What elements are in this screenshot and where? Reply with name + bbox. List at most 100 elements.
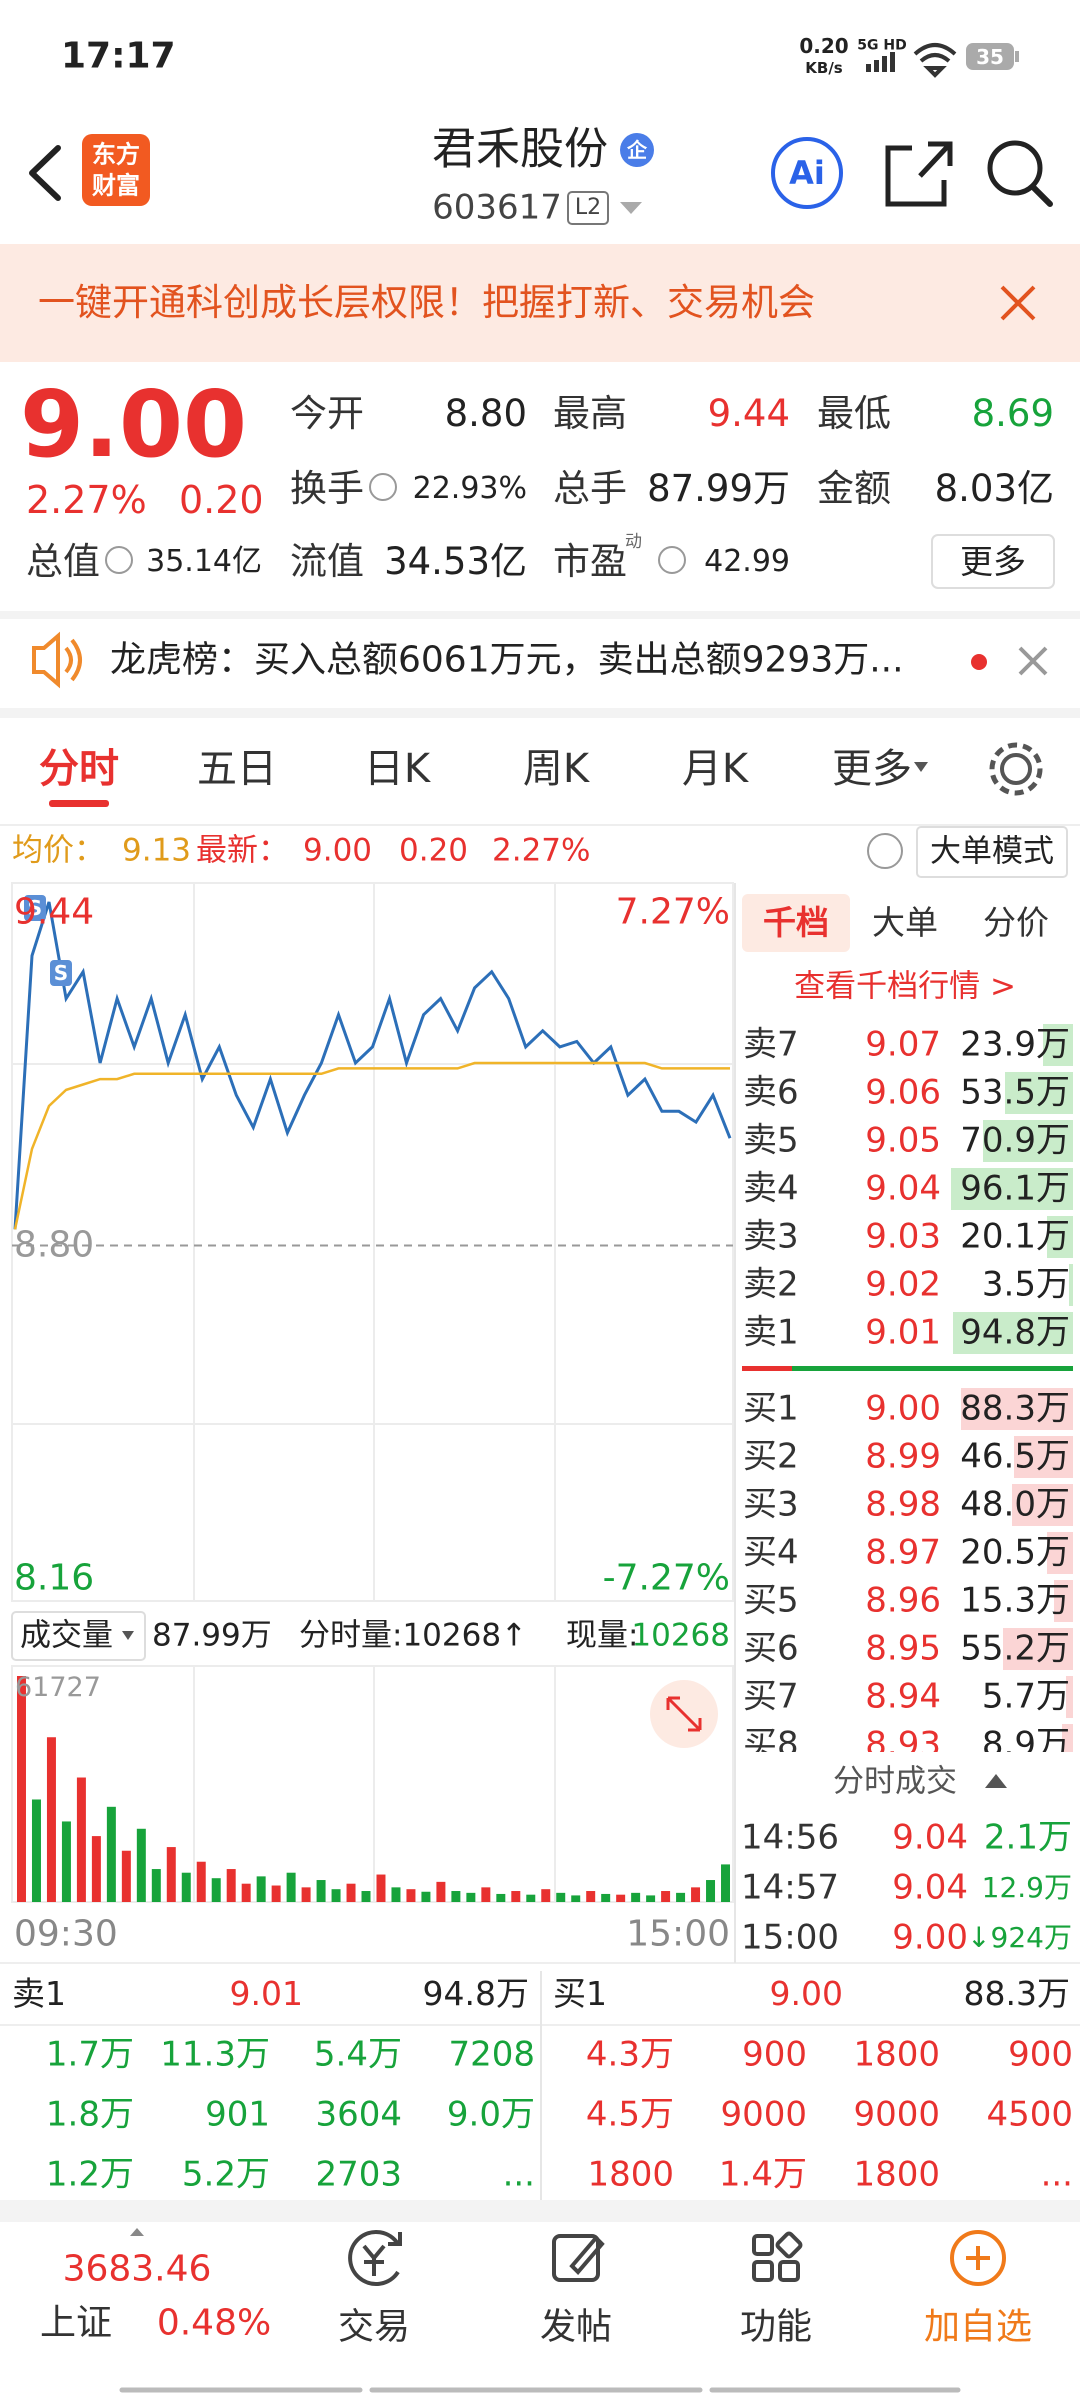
trade-volume: 2.1万 bbox=[983, 1817, 1072, 1858]
more-button[interactable] bbox=[931, 534, 1055, 589]
y-bottom-pct: -7.27% bbox=[602, 1557, 730, 1599]
net-speed: 0.20 bbox=[799, 34, 849, 58]
book-label: 卖3 bbox=[743, 1216, 799, 1257]
book-volume-bar bbox=[1012, 1484, 1073, 1526]
volume-bar bbox=[631, 1892, 641, 1902]
search-button[interactable] bbox=[987, 140, 1043, 196]
book-volume: 55.2万 bbox=[960, 1628, 1070, 1669]
book-label: 买2 bbox=[743, 1436, 799, 1477]
book-volume: 96.1万 bbox=[960, 1168, 1070, 1209]
nav-icons bbox=[348, 2230, 803, 2286]
avg-label: 均价： bbox=[12, 832, 105, 869]
field-label: 总手 bbox=[553, 466, 627, 510]
volume-bar bbox=[586, 1891, 596, 1902]
tab[interactable]: 五日 bbox=[197, 746, 277, 792]
book-tab[interactable]: 大单 bbox=[872, 903, 938, 943]
prev-close-label: 8.80 bbox=[14, 1224, 95, 1266]
current-volume-label: 现量: bbox=[566, 1617, 639, 1654]
y-max-label: 9.44 bbox=[14, 891, 95, 933]
book-price: 9.05 bbox=[865, 1120, 941, 1161]
nav-item[interactable]: 发帖 bbox=[539, 2306, 613, 2348]
signal-label: S bbox=[27, 896, 43, 920]
field-label: 换手 bbox=[290, 466, 364, 510]
tab[interactable]: 分时 bbox=[39, 746, 119, 792]
tab-underline bbox=[49, 800, 109, 807]
field-value: 22.93% bbox=[412, 471, 527, 506]
volume-bar bbox=[151, 1869, 161, 1902]
ai-button[interactable] bbox=[771, 137, 843, 209]
speaker-icon bbox=[32, 631, 82, 689]
tab[interactable]: 更多 bbox=[832, 746, 912, 792]
volume-bar bbox=[496, 1893, 506, 1902]
trades-title[interactable]: 分时成交 bbox=[833, 1763, 957, 1800]
volume-bar bbox=[16, 1676, 26, 1902]
settings-button[interactable] bbox=[989, 742, 1043, 796]
tab[interactable]: 周K bbox=[522, 746, 590, 792]
badge-bg bbox=[620, 133, 654, 167]
index-value[interactable]: 3683.46 bbox=[62, 2248, 212, 2290]
ask-queue-cell: 5.4万 bbox=[313, 2034, 402, 2075]
book-tab[interactable]: 分价 bbox=[983, 903, 1049, 943]
nav-item[interactable]: 交易 bbox=[337, 2306, 411, 2348]
dropdown-arrow[interactable] bbox=[620, 202, 642, 214]
help-icon[interactable] bbox=[867, 833, 903, 869]
share-button[interactable] bbox=[885, 141, 953, 207]
battery-tip bbox=[1015, 51, 1019, 62]
field-sup: 动 bbox=[625, 531, 642, 552]
l1-ask-volume: 94.8万 bbox=[422, 1974, 529, 2014]
status-time: 17:17 bbox=[61, 35, 176, 77]
bid-queue-cell: 4.3万 bbox=[585, 2034, 674, 2075]
bid-queue-cell: 4.5万 bbox=[585, 2094, 674, 2135]
book-price: 9.07 bbox=[865, 1024, 941, 1065]
nav-item[interactable]: 功能 bbox=[739, 2306, 813, 2348]
banner-text[interactable]: 一键开通科创成长层权限！把握打新、交易机会 bbox=[38, 280, 815, 324]
x-end-label: 15:00 bbox=[626, 1913, 730, 1955]
volume-bar bbox=[331, 1889, 341, 1902]
volume-max-label: 61727 bbox=[15, 1671, 101, 1703]
news-close[interactable] bbox=[1018, 646, 1048, 676]
ask-queue-cell: 7208 bbox=[448, 2034, 535, 2075]
volume-selector[interactable] bbox=[11, 1611, 146, 1661]
book-volume-bar bbox=[951, 1168, 1073, 1210]
more-button-label[interactable]: 更多 bbox=[960, 542, 1026, 582]
volume-bar bbox=[451, 1891, 461, 1902]
back-button[interactable] bbox=[29, 145, 61, 201]
book-volume: 48.0万 bbox=[960, 1484, 1070, 1525]
info-icons bbox=[105, 473, 686, 574]
big-order-label[interactable]: 大单模式 bbox=[930, 833, 1054, 870]
book-volume: 20.5万 bbox=[960, 1532, 1070, 1573]
trade-time: 14:56 bbox=[741, 1817, 839, 1858]
book-tab[interactable]: 千档 bbox=[763, 903, 829, 943]
book-volume-bar bbox=[1053, 1580, 1073, 1622]
price-line bbox=[13, 901, 732, 1230]
volume-bar bbox=[436, 1881, 446, 1902]
ai-label[interactable]: Ai bbox=[789, 153, 825, 192]
tab[interactable]: 月K bbox=[681, 746, 749, 792]
book-link[interactable]: 查看千档行情 > bbox=[794, 968, 1016, 1005]
ask-queue-cell: 5.2万 bbox=[181, 2154, 270, 2195]
book-volume: 5.7万 bbox=[981, 1676, 1070, 1717]
book-price: 8.96 bbox=[865, 1580, 941, 1621]
field-value: 8.69 bbox=[971, 391, 1054, 435]
change-pct: 2.27% bbox=[26, 478, 147, 523]
book-volume-bar bbox=[1065, 1676, 1073, 1718]
volume-bar bbox=[406, 1889, 416, 1902]
tab[interactable]: 日K bbox=[363, 746, 431, 792]
volume-title[interactable]: 成交量 bbox=[20, 1617, 113, 1654]
banner-close[interactable] bbox=[1000, 285, 1036, 321]
book-label: 买5 bbox=[743, 1580, 799, 1621]
big-order-button[interactable] bbox=[916, 826, 1068, 878]
book-volume: 88.3万 bbox=[960, 1388, 1070, 1429]
index-name: 上证 bbox=[39, 2302, 113, 2344]
book-volume: 94.8万 bbox=[960, 1312, 1070, 1353]
volume-bar bbox=[661, 1891, 671, 1902]
book-label: 买3 bbox=[743, 1484, 799, 1525]
trade-price: 9.04 bbox=[892, 1867, 968, 1908]
l1-bid-price: 9.00 bbox=[769, 1974, 843, 2014]
trade-time: 15:00 bbox=[741, 1917, 839, 1958]
book-label: 买6 bbox=[743, 1628, 799, 1669]
separator bbox=[0, 2200, 1080, 2222]
volume-bar bbox=[706, 1880, 716, 1902]
news-text[interactable]: 龙虎榜：买入总额6061万元，卖出总额9293万... bbox=[110, 639, 904, 681]
nav-item[interactable]: 加自选 bbox=[923, 2306, 1033, 2348]
